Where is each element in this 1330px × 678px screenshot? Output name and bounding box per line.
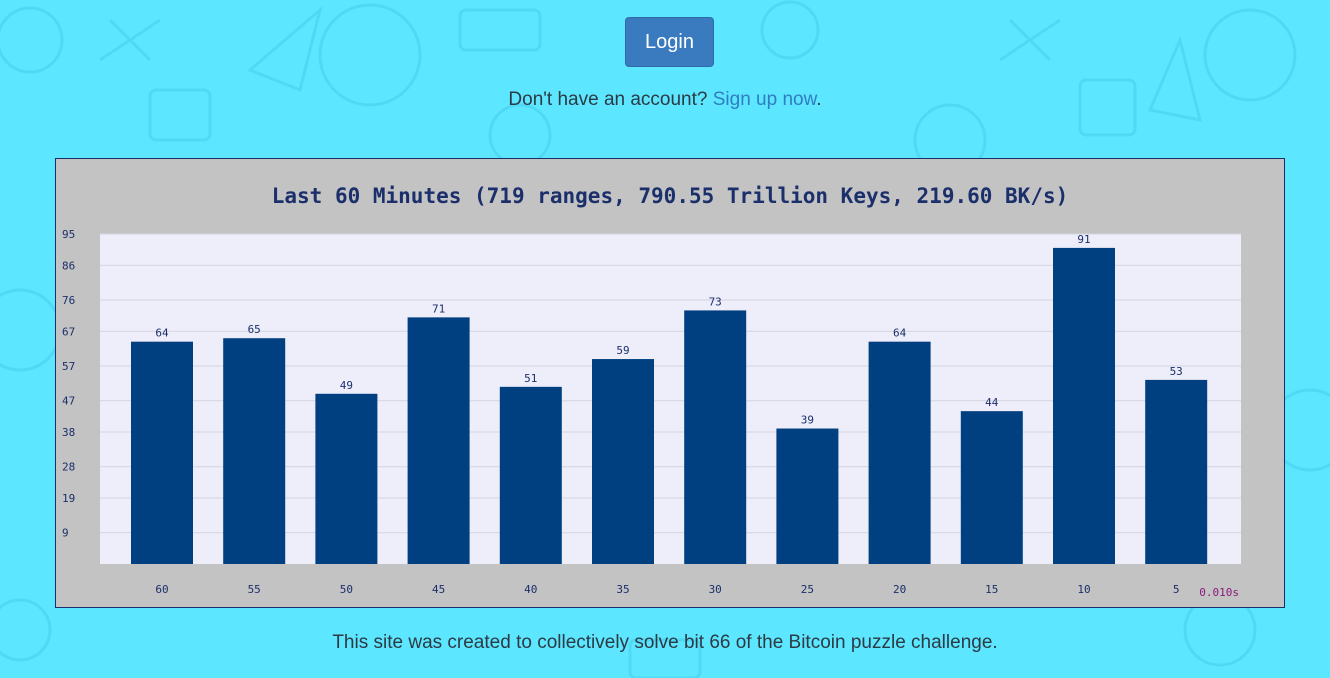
bar-value-label: 64	[893, 327, 907, 340]
bar-value-label: 53	[1170, 365, 1183, 378]
bar-value-label: 65	[248, 323, 261, 336]
y-axis-ticks: 95 86 76 67 57 47 38 28 19 9	[62, 228, 75, 540]
bar-value-label: 73	[709, 295, 722, 308]
bar-20	[868, 341, 931, 564]
bar-45	[407, 317, 470, 564]
bar-value-label: 64	[155, 327, 169, 340]
x-tick-label: 25	[801, 583, 814, 596]
bar-value-label: 71	[432, 302, 445, 315]
footer-text: This site was created to collectively so…	[332, 632, 998, 653]
y-tick-label: 57	[62, 360, 75, 373]
x-tick-label: 55	[248, 583, 261, 596]
y-tick-label: 86	[62, 259, 75, 272]
signup-link[interactable]: Sign up now	[712, 89, 817, 110]
bar-40	[499, 386, 562, 564]
login-button[interactable]: Login	[625, 17, 714, 67]
x-tick-label: 5	[1173, 583, 1180, 596]
chart-canvas: Last 60 Minutes (719 ranges, 790.55 Tril…	[62, 184, 1241, 599]
bar-30	[684, 310, 747, 564]
bar-55	[223, 338, 286, 564]
y-tick-label: 76	[62, 294, 75, 307]
y-tick-label: 47	[62, 395, 75, 408]
bar-value-labels: 64 65 49 71 51 59 73 39 64 44 91 53	[155, 233, 1182, 427]
bar-50	[315, 393, 378, 564]
bar-60	[131, 341, 193, 564]
bar-value-label: 91	[1077, 233, 1090, 246]
bar-value-label: 59	[616, 344, 629, 357]
x-tick-label: 45	[432, 583, 445, 596]
bar-value-label: 49	[340, 379, 353, 392]
bar-15	[960, 411, 1023, 564]
grid-lines	[100, 233, 1241, 534]
signup-prompt-text: Don't have an account?	[508, 89, 708, 110]
chart-title: Last 60 Minutes (719 ranges, 790.55 Tril…	[272, 184, 1069, 208]
bar-25	[776, 428, 839, 564]
y-tick-label: 9	[62, 527, 69, 540]
x-tick-label: 20	[893, 583, 906, 596]
x-tick-label: 40	[524, 583, 537, 596]
y-tick-label: 38	[62, 426, 75, 439]
y-tick-label: 28	[62, 461, 75, 474]
y-tick-label: 19	[62, 492, 75, 505]
x-tick-label: 35	[616, 583, 629, 596]
bars	[131, 247, 1208, 564]
timing-note: 0.010s	[1199, 586, 1239, 599]
x-tick-label: 50	[340, 583, 353, 596]
x-axis-ticks: 60 55 50 45 40 35 30 25 20 15 10 5	[155, 583, 1179, 596]
bar-5	[1145, 379, 1208, 564]
bar-value-label: 51	[524, 372, 537, 385]
x-tick-label: 60	[155, 583, 168, 596]
signup-suffix: .	[816, 89, 822, 110]
x-tick-label: 15	[985, 583, 998, 596]
bar-10	[1053, 247, 1115, 564]
x-tick-label: 10	[1077, 583, 1090, 596]
bar-35	[592, 359, 654, 564]
signup-prompt-line: Don't have an account? Sign up now.	[0, 89, 1330, 111]
plot-area	[100, 234, 1241, 564]
y-tick-label: 95	[62, 228, 75, 241]
bar-value-label: 39	[801, 414, 814, 427]
x-tick-label: 30	[709, 583, 722, 596]
bar-value-label: 44	[985, 396, 999, 409]
hashrate-chart: Last 60 Minutes (719 ranges, 790.55 Tril…	[55, 158, 1285, 608]
y-tick-label: 67	[62, 325, 75, 338]
